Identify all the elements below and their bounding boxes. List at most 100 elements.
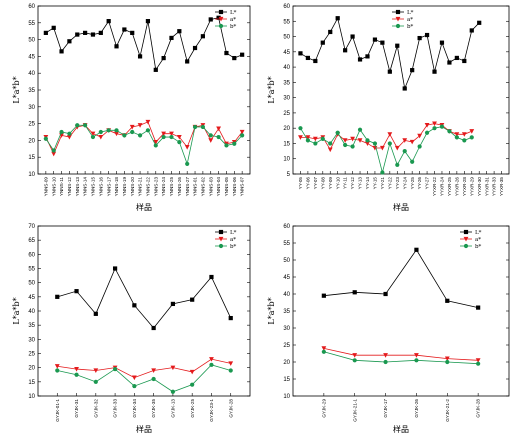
y-tick-label: 55 [283,241,290,247]
legend-entry: b* [230,24,237,30]
data-point [93,311,98,316]
y-tick-label: 25 [283,111,290,117]
data-point [208,133,213,138]
y-tick-label: 10 [283,394,290,400]
data-point [184,145,190,150]
x-axis-label: 样品 [393,202,409,212]
data-point [131,375,137,381]
x-tick-label: YNNS-05 [224,177,229,197]
legend-marker [463,229,469,235]
data-point [145,128,151,133]
y-axis-label: L*a*b* [267,297,276,324]
x-tick-label: YNNS-22 [146,177,151,197]
data-point [335,16,340,21]
series-L [55,266,233,331]
series-line [300,17,480,90]
x-tick-label: YNNS-25 [169,177,174,197]
data-point [445,298,450,303]
x-tick-label: YY-27 [425,177,430,190]
y-tick-label: 55 [283,19,290,25]
data-point [112,366,118,372]
legend-entry: a* [230,17,236,23]
y-tick-label: 50 [28,38,35,44]
legend-entry: L* [407,10,414,16]
legend-entry: b* [407,24,414,30]
series-b [321,349,481,366]
legend-entry: a* [407,17,413,23]
data-point [114,128,119,133]
data-point [424,123,430,128]
y-tick-label: 60 [28,252,35,258]
x-tick-label: YY-06 [305,177,310,190]
y-tick-label: 45 [283,275,290,281]
data-point [462,58,467,64]
y-tick-label: 50 [28,281,35,287]
x-tick-label: YY-05 [298,177,303,190]
x-tick-label: YNNS-24 [161,177,166,197]
x-tick-label: YNNS-02 [200,177,205,197]
x-tick-label: YY-08 [320,177,325,190]
x-tick-label: YNNS-03 [208,177,213,197]
data-point [410,159,415,164]
data-point [394,145,400,151]
y-tick-label: 50 [283,258,290,264]
y-tick-label: 30 [283,326,290,332]
data-point [169,131,174,137]
data-point [216,134,221,140]
data-point [305,55,310,61]
data-point [130,30,135,35]
data-point [313,58,318,64]
data-point [59,129,64,135]
legend-marker [218,229,224,235]
data-point [151,368,157,373]
x-tick-label: YNNS-16 [98,177,103,197]
data-point [232,55,237,61]
legend-entry: L* [475,230,482,236]
legend-entry: b* [230,244,237,250]
x-tick-label: YY-24 [402,177,407,190]
data-point [67,131,72,136]
x-tick-label: YYXR-31 [484,177,489,197]
series-a [298,121,475,153]
x-tick-label: GYJK-25 [190,399,195,418]
data-point [379,145,385,151]
x-tick-label: YYXR-35 [499,177,504,197]
data-point [357,127,363,132]
data-point [228,315,233,321]
data-point [106,19,111,24]
y-tick-label: 20 [28,366,35,372]
x-tick-label: GYJK-21-1 [352,399,357,422]
x-tick-label: GYJK-29 [321,399,326,418]
data-point [74,372,79,377]
data-point [352,353,358,358]
y-tick-label: 35 [28,323,35,329]
x-axis-label: 样品 [136,424,152,434]
data-point [387,69,392,74]
x-tick-label: GYJK-34 [132,399,137,418]
data-point [153,143,158,148]
legend-marker [218,243,224,249]
data-point [387,132,393,137]
y-tick-label: 20 [283,360,290,366]
data-point [454,135,459,140]
plot-frame [37,225,251,397]
data-point [365,141,370,146]
data-point [298,51,303,56]
x-tick-label: YY-21 [380,177,385,190]
y-tick-label: 25 [28,352,35,358]
data-point [192,124,198,130]
legend-marker [463,243,469,249]
x-tick-label: YY-09 [328,177,333,190]
data-point [98,30,103,35]
x-tick-label: GYJK-33 [113,399,118,418]
data-point [51,25,56,30]
y-tick-label: 15 [283,141,290,147]
data-point [145,19,151,24]
y-axis-label: L*a*b* [12,76,21,103]
x-tick-label: GYJK-32 [93,399,98,418]
data-point [106,128,111,133]
data-point [469,129,475,134]
data-point [328,141,333,146]
data-point [321,349,326,354]
data-point [320,136,325,141]
